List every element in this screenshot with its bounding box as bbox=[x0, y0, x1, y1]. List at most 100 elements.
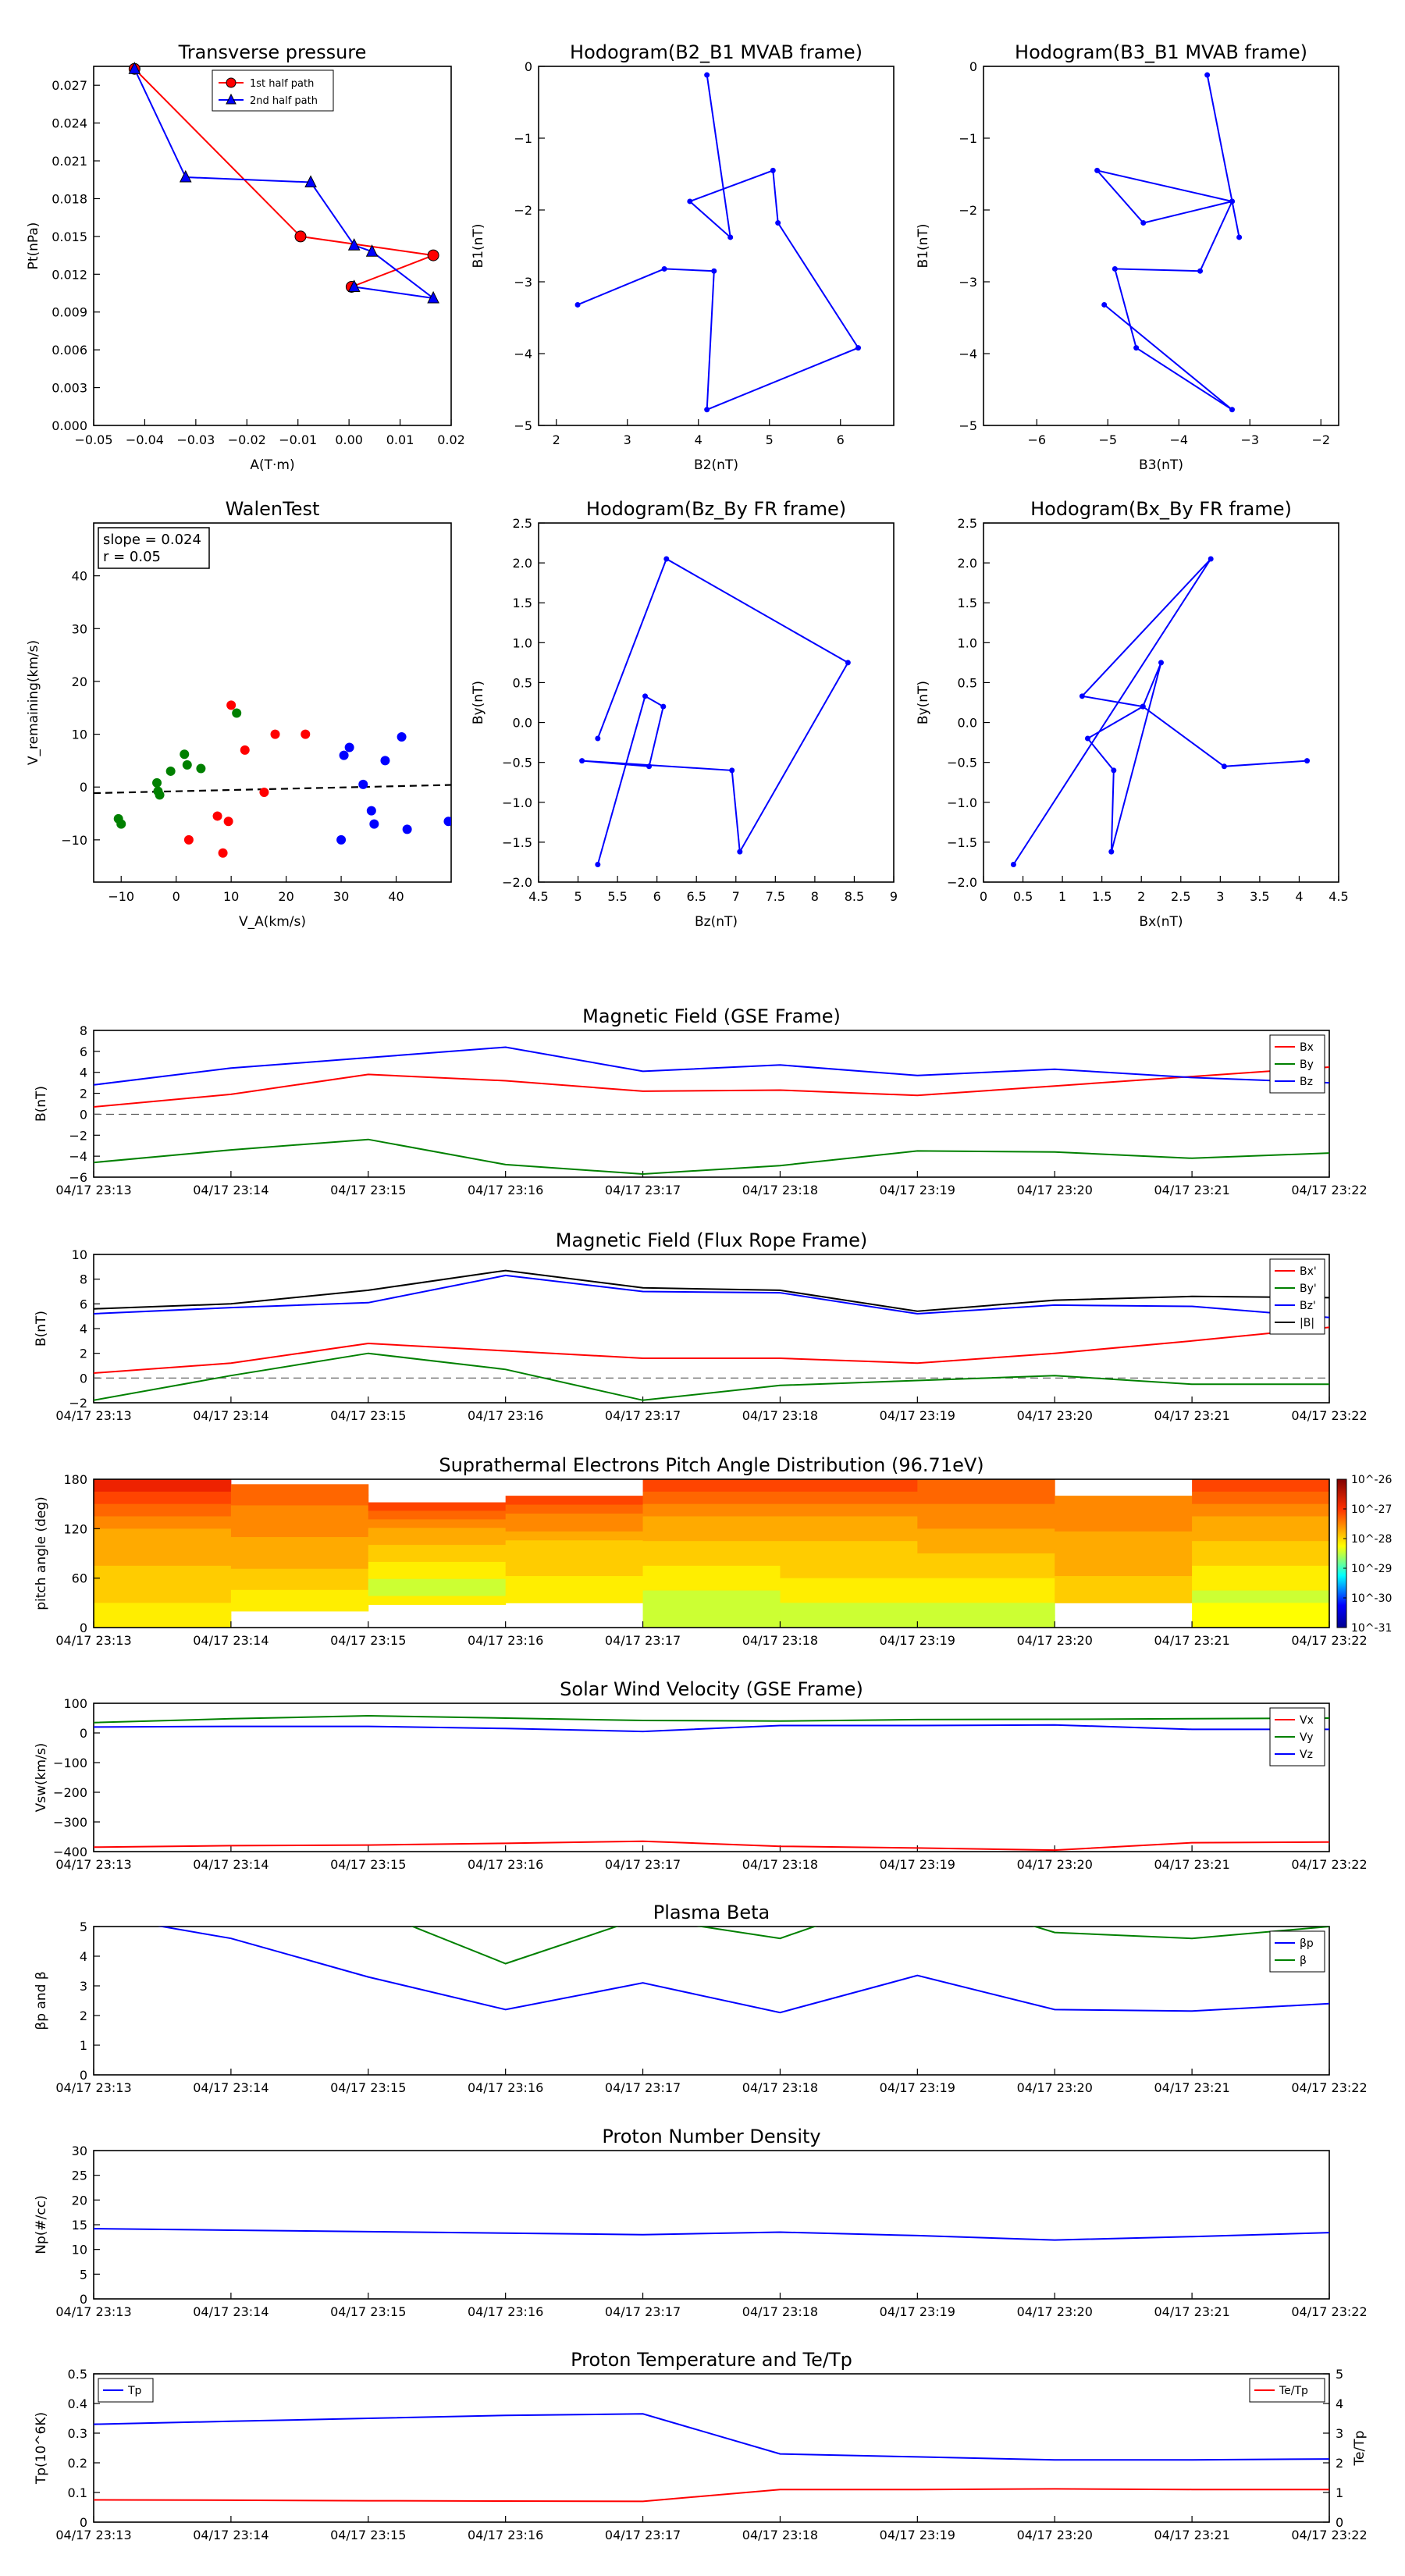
y-tick-label: 0 bbox=[80, 2068, 87, 2083]
data-point bbox=[1221, 763, 1227, 770]
heatmap-cell bbox=[368, 1502, 507, 1511]
series-line bbox=[94, 1274, 1329, 1318]
heatmap-cell bbox=[1055, 1540, 1193, 1550]
heatmap-cell bbox=[642, 1528, 781, 1542]
heatmap-cell bbox=[642, 1590, 781, 1603]
y-tick-label: 0.027 bbox=[52, 78, 87, 93]
y-tick-label: 1.5 bbox=[513, 596, 532, 610]
chart-title: Hodogram(B2_B1 MVAB frame) bbox=[570, 41, 863, 63]
y-tick-label: 60 bbox=[72, 1571, 87, 1586]
plot-frame bbox=[93, 1926, 1330, 2076]
legend-marker bbox=[226, 77, 237, 88]
x-axis-label: Bx(nT) bbox=[1139, 914, 1183, 930]
legend-label: Bx' bbox=[1300, 1265, 1317, 1278]
data-point bbox=[180, 749, 190, 760]
data-point bbox=[443, 817, 451, 827]
data-point bbox=[642, 693, 648, 699]
heatmap-cell bbox=[642, 1541, 781, 1554]
data-point bbox=[579, 758, 585, 764]
x-tick-label: 04/17 23:18 bbox=[742, 2528, 818, 2542]
heatmap-cell bbox=[780, 1503, 918, 1517]
y-tick-label: 8 bbox=[80, 1272, 87, 1287]
y-tick-label: 1.0 bbox=[958, 635, 977, 650]
heatmap-cell bbox=[917, 1615, 1055, 1628]
x-tick-label: 04/17 23:15 bbox=[330, 2304, 406, 2319]
heatmap-cell bbox=[780, 1565, 918, 1579]
series-line bbox=[94, 1066, 1329, 1108]
y-tick-label: 2 bbox=[80, 2008, 87, 2023]
x-tick-label: 7 bbox=[732, 889, 740, 904]
heatmap-cell bbox=[1192, 1553, 1330, 1567]
heatmap-cell bbox=[230, 1558, 369, 1570]
data-point bbox=[646, 763, 653, 770]
data-point bbox=[155, 790, 165, 800]
heatmap-cell bbox=[1055, 1531, 1193, 1541]
x-tick-label: 04/17 23:17 bbox=[605, 2528, 681, 2542]
x-tick-label: 04/17 23:17 bbox=[605, 1408, 681, 1423]
heatmap-cell bbox=[780, 1553, 918, 1567]
heatmap-cell bbox=[1055, 1585, 1193, 1595]
y-tick-label: 10 bbox=[72, 2243, 87, 2258]
x-axis-label: V_A(km/s) bbox=[239, 914, 306, 930]
annotation-box bbox=[98, 527, 210, 569]
x-tick-label: 04/17 23:13 bbox=[55, 2080, 131, 2095]
heatmap-cell bbox=[230, 1484, 369, 1496]
data-point bbox=[1236, 234, 1243, 240]
data-point bbox=[595, 862, 601, 868]
chart-title: Proton Number Density bbox=[602, 2126, 820, 2147]
y-tick-label: 0.012 bbox=[52, 267, 87, 282]
plot-frame bbox=[983, 522, 1339, 883]
colorbar-label: 10^-31 bbox=[1351, 1622, 1392, 1635]
colorbar-label: 10^-30 bbox=[1351, 1592, 1392, 1605]
y-tick-label: 3 bbox=[80, 1979, 87, 1994]
y-tick-label: 2 bbox=[80, 1087, 87, 1101]
y-tick-label: 0.024 bbox=[52, 116, 87, 131]
heatmap-cell bbox=[917, 1503, 1055, 1517]
y-tick-label: 0.021 bbox=[52, 154, 87, 169]
heatmap-cell bbox=[368, 1553, 507, 1563]
heatmap-cell bbox=[505, 1540, 644, 1550]
x-tick-label: 04/17 23:19 bbox=[880, 1633, 955, 1648]
y-tick-label: 0.0 bbox=[958, 716, 977, 731]
plot-frame bbox=[93, 1478, 1330, 1628]
y-tick-label: 2.0 bbox=[958, 556, 977, 571]
heatmap-cell bbox=[1055, 1549, 1193, 1559]
heatmap-cell bbox=[1055, 1496, 1193, 1506]
x-tick-label: 04/17 23:13 bbox=[55, 1633, 131, 1648]
y-tick-label: 10 bbox=[72, 728, 87, 742]
legend-label: Bz bbox=[1300, 1076, 1313, 1088]
x-tick-label: 04/17 23:17 bbox=[605, 1633, 681, 1648]
chart-title: Magnetic Field (Flux Rope Frame) bbox=[556, 1229, 867, 1251]
x-tick-label: 04/17 23:13 bbox=[55, 2528, 131, 2542]
y-axis-label: Vsw(km/s) bbox=[34, 1743, 49, 1813]
data-point bbox=[212, 811, 222, 821]
x-tick-label: 04/17 23:22 bbox=[1291, 1408, 1367, 1423]
data-point bbox=[259, 788, 269, 797]
y-tick-label: 0.4 bbox=[68, 2396, 87, 2411]
y-tick-label: 3 bbox=[1336, 2426, 1343, 2441]
y-tick-label: 0.5 bbox=[68, 2367, 87, 2382]
y-tick-label: −2 bbox=[514, 203, 532, 218]
plot-frame bbox=[93, 522, 452, 883]
heatmap-cell bbox=[642, 1491, 781, 1505]
heatmap-cell bbox=[505, 1558, 644, 1568]
heatmap-cell bbox=[368, 1536, 507, 1546]
data-point bbox=[1084, 735, 1090, 742]
legend-label: Vz bbox=[1300, 1749, 1313, 1761]
x-tick-label: 20 bbox=[278, 889, 293, 904]
data-point bbox=[1304, 758, 1311, 764]
x-tick-label: 04/17 23:22 bbox=[1291, 1857, 1367, 1872]
x-tick-label: 04/17 23:16 bbox=[468, 2080, 543, 2095]
data-point bbox=[427, 249, 439, 262]
y-tick-label: 6 bbox=[80, 1297, 87, 1311]
legend-label: Te/Tp bbox=[1279, 2385, 1308, 2397]
x-tick-label: 0.5 bbox=[1013, 889, 1033, 904]
legend-label: |B| bbox=[1300, 1317, 1314, 1329]
data-point bbox=[574, 301, 581, 308]
y-tick-label: −1 bbox=[959, 131, 977, 146]
heatmap-cell bbox=[94, 1528, 232, 1542]
x-tick-label: 04/17 23:22 bbox=[1291, 1633, 1367, 1648]
data-point bbox=[240, 745, 250, 755]
data-point bbox=[1140, 220, 1147, 226]
y-tick-label: 0 bbox=[80, 1726, 87, 1741]
